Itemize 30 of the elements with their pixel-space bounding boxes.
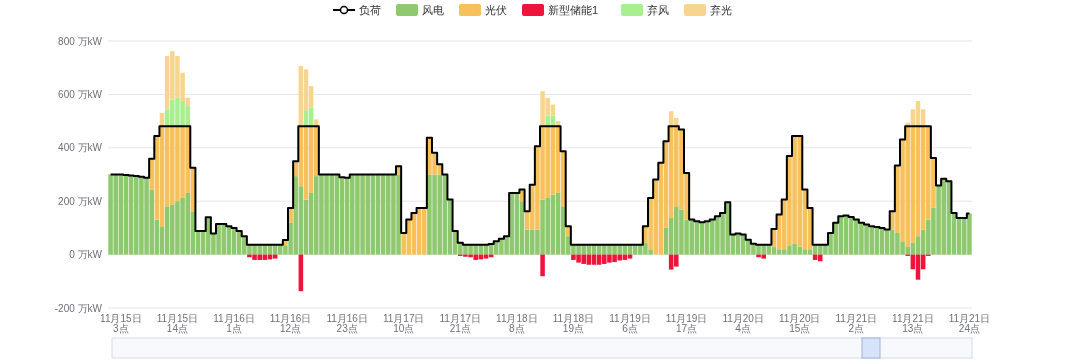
legend-label: 弃光 <box>710 4 732 16</box>
x-tick-label: 11月15日 14点 <box>156 313 199 334</box>
x-tick-label: 11月16日 12点 <box>269 313 312 334</box>
legend-label: 风电 <box>422 4 444 16</box>
bar <box>807 249 813 255</box>
y-tick-label: 400 万kW <box>58 142 103 154</box>
x-tick-label: 11月18日 19点 <box>552 313 595 334</box>
y-tick-label: 200 万kW <box>58 195 103 207</box>
y-tick-label: -200 万kW <box>54 302 103 314</box>
x-tick-label: 11月16日 1点 <box>213 313 255 334</box>
legend-label: 弃风 <box>647 4 669 16</box>
legend-label: 新型储能1 <box>548 4 599 16</box>
x-tick-label: 11月21日 2点 <box>835 313 878 334</box>
x-tick-label: 11月20日 4点 <box>722 313 764 334</box>
x-tick-label: 11月20日 15点 <box>778 313 821 334</box>
y-tick-label: 800 万kW <box>58 35 103 47</box>
x-tick-label: 11月19日 6点 <box>609 313 651 334</box>
x-tick-label: 11月17日 21点 <box>439 313 482 334</box>
legend-label: 光伏 <box>485 4 507 16</box>
x-tick-label: 11月21日 13点 <box>892 313 934 334</box>
x-tick-label: 11月15日 3点 <box>100 313 142 334</box>
legend-label: 负荷 <box>359 4 381 16</box>
x-tick-label: 11月17日 10点 <box>382 313 425 334</box>
x-tick-label: 11月16日 23点 <box>326 313 368 334</box>
y-tick-label: 0 万kW <box>69 249 103 261</box>
x-tick-label: 11月18日 8点 <box>496 313 538 334</box>
bar <box>540 254 545 277</box>
x-tick-label: 11月21日 24点 <box>948 313 991 334</box>
x-tick-label: 11月19日 17点 <box>665 313 708 334</box>
y-tick-label: 600 万kW <box>58 88 103 100</box>
